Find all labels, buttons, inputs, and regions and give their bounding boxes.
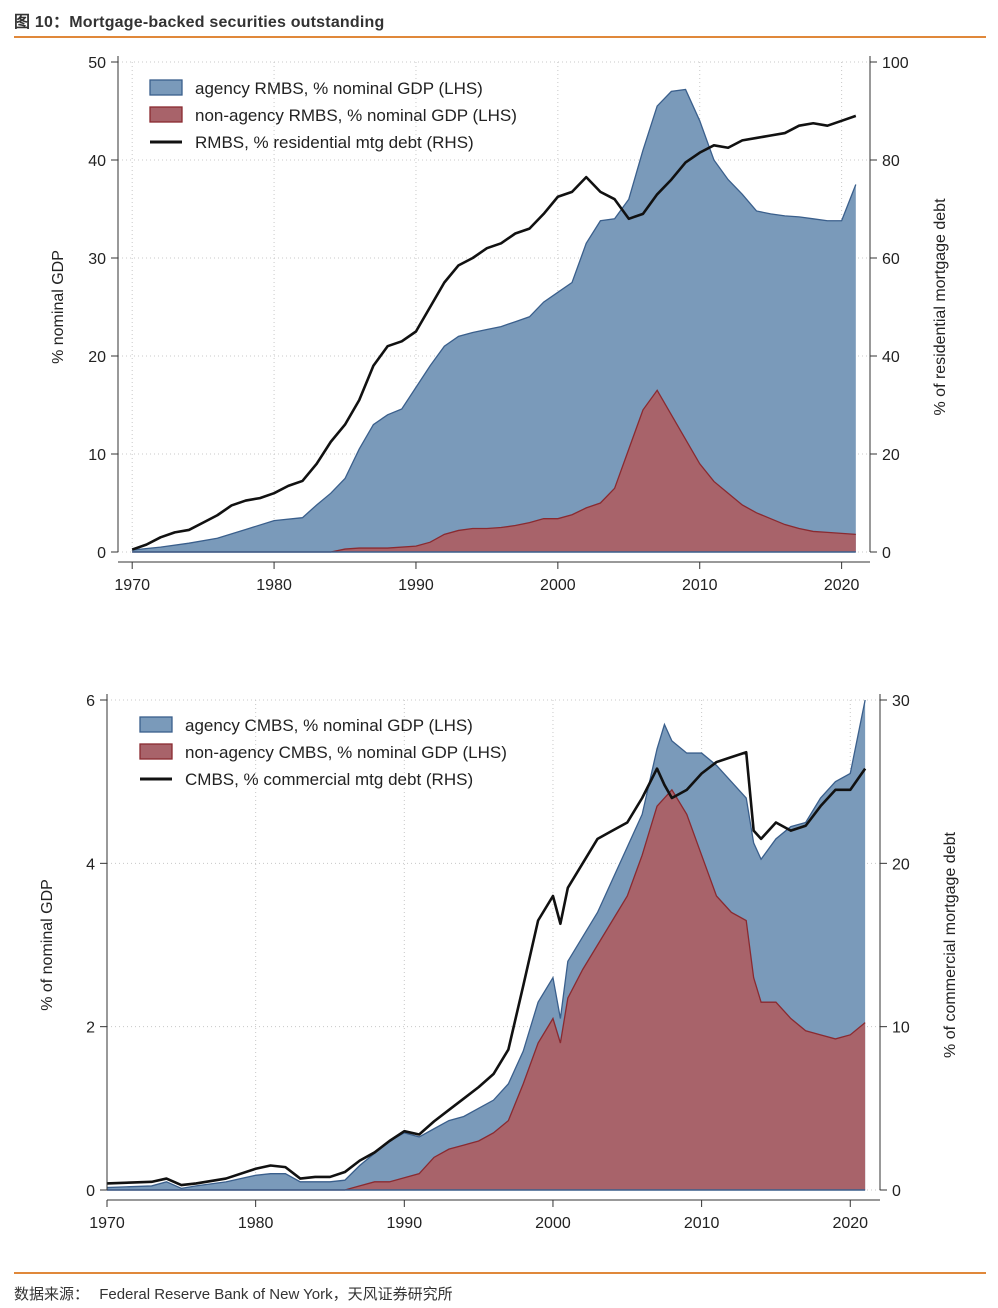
y-tick-label-left: 10 bbox=[88, 447, 106, 464]
y-tick-label-right: 20 bbox=[892, 856, 910, 873]
x-tick-label: 1990 bbox=[398, 577, 434, 594]
nonagency-area bbox=[107, 789, 866, 1190]
y-tick-label-right: 0 bbox=[892, 1183, 901, 1200]
agency-area bbox=[132, 89, 856, 552]
x-tick-label: 2020 bbox=[832, 1215, 868, 1232]
x-tick-label: 1980 bbox=[256, 577, 292, 594]
x-tick-label: 1970 bbox=[89, 1215, 125, 1232]
nonagency-area-edge bbox=[107, 788, 866, 1191]
x-tick-label: 2000 bbox=[535, 1215, 571, 1232]
source-text: Federal Reserve Bank of New York，天风证券研究所 bbox=[99, 1286, 453, 1303]
x-tick-label: 1980 bbox=[238, 1215, 274, 1232]
agency-area-edge bbox=[106, 699, 866, 1190]
legend-label: agency CMBS, % nominal GDP (LHS) bbox=[185, 716, 473, 735]
y-tick-label-right: 0 bbox=[882, 545, 891, 562]
legend-label: non-agency CMBS, % nominal GDP (LHS) bbox=[185, 743, 507, 762]
y-tick-label-left: 20 bbox=[88, 349, 106, 366]
y-tick-label-left: 0 bbox=[97, 545, 106, 562]
rmbs-chart: 0 10 20 30 40 50 0 20 40 60 80 100 1970 1980 1990 2000 2… bbox=[50, 55, 949, 594]
footer-rule bbox=[14, 1272, 986, 1274]
legend-label: non-agency RMBS, % nominal GDP (LHS) bbox=[195, 106, 517, 125]
x-tick-label: 2010 bbox=[682, 577, 718, 594]
y-axis-title-left: % nominal GDP bbox=[50, 250, 67, 364]
y-tick-label-left: 50 bbox=[88, 55, 106, 72]
x-tick-label: 2000 bbox=[540, 577, 576, 594]
legend-swatch bbox=[139, 743, 173, 760]
source-label: 数据来源： bbox=[14, 1286, 90, 1303]
figure-title: 图 10：Mortgage-backed securities outstand… bbox=[14, 14, 385, 31]
y-tick-label-right: 40 bbox=[882, 349, 900, 366]
legend-label: CMBS, % commercial mtg debt (RHS) bbox=[185, 770, 473, 789]
y-tick-label-right: 80 bbox=[882, 153, 900, 170]
y-axis-title-right: % of residential mortgage debt bbox=[932, 198, 949, 416]
agency-area-edge bbox=[132, 88, 857, 551]
nonagency-area bbox=[132, 390, 856, 552]
title-rule bbox=[14, 36, 986, 38]
x-tick-label: 1970 bbox=[114, 577, 150, 594]
y-tick-label-right: 30 bbox=[892, 693, 910, 710]
y-tick-label-right: 10 bbox=[892, 1020, 910, 1037]
cmbs-chart: 0 2 4 6 0 10 20 30 1970 1980 1990 2000 2010 2020 % of … bbox=[39, 693, 959, 1232]
nonagency-area-edge bbox=[132, 389, 856, 553]
y-tick-label-right: 20 bbox=[882, 447, 900, 464]
y-tick-label-left: 30 bbox=[88, 251, 106, 268]
y-tick-label-right: 100 bbox=[882, 55, 909, 72]
legend-swatch bbox=[149, 106, 183, 123]
x-tick-label: 2020 bbox=[824, 577, 860, 594]
y-tick-label-left: 0 bbox=[86, 1183, 95, 1200]
y-tick-label-left: 4 bbox=[86, 856, 95, 873]
legend-swatch bbox=[139, 716, 173, 733]
legend-swatch bbox=[149, 79, 183, 96]
y-axis-title-right: % of commercial mortgage debt bbox=[942, 832, 959, 1058]
rhs-line bbox=[106, 750, 867, 1187]
rhs-line bbox=[131, 114, 857, 551]
y-tick-label-left: 2 bbox=[86, 1020, 95, 1037]
legend-label: agency RMBS, % nominal GDP (LHS) bbox=[195, 79, 483, 98]
x-tick-label: 2010 bbox=[684, 1215, 720, 1232]
source-note: 数据来源： Federal Reserve Bank of New York，天… bbox=[14, 1283, 459, 1304]
y-axis-title-left: % of nominal GDP bbox=[39, 879, 56, 1011]
y-tick-label-left: 6 bbox=[86, 693, 95, 710]
x-tick-label: 1990 bbox=[387, 1215, 423, 1232]
y-tick-label-left: 40 bbox=[88, 153, 106, 170]
y-tick-label-right: 60 bbox=[882, 251, 900, 268]
legend-label: RMBS, % residential mtg debt (RHS) bbox=[195, 133, 474, 152]
